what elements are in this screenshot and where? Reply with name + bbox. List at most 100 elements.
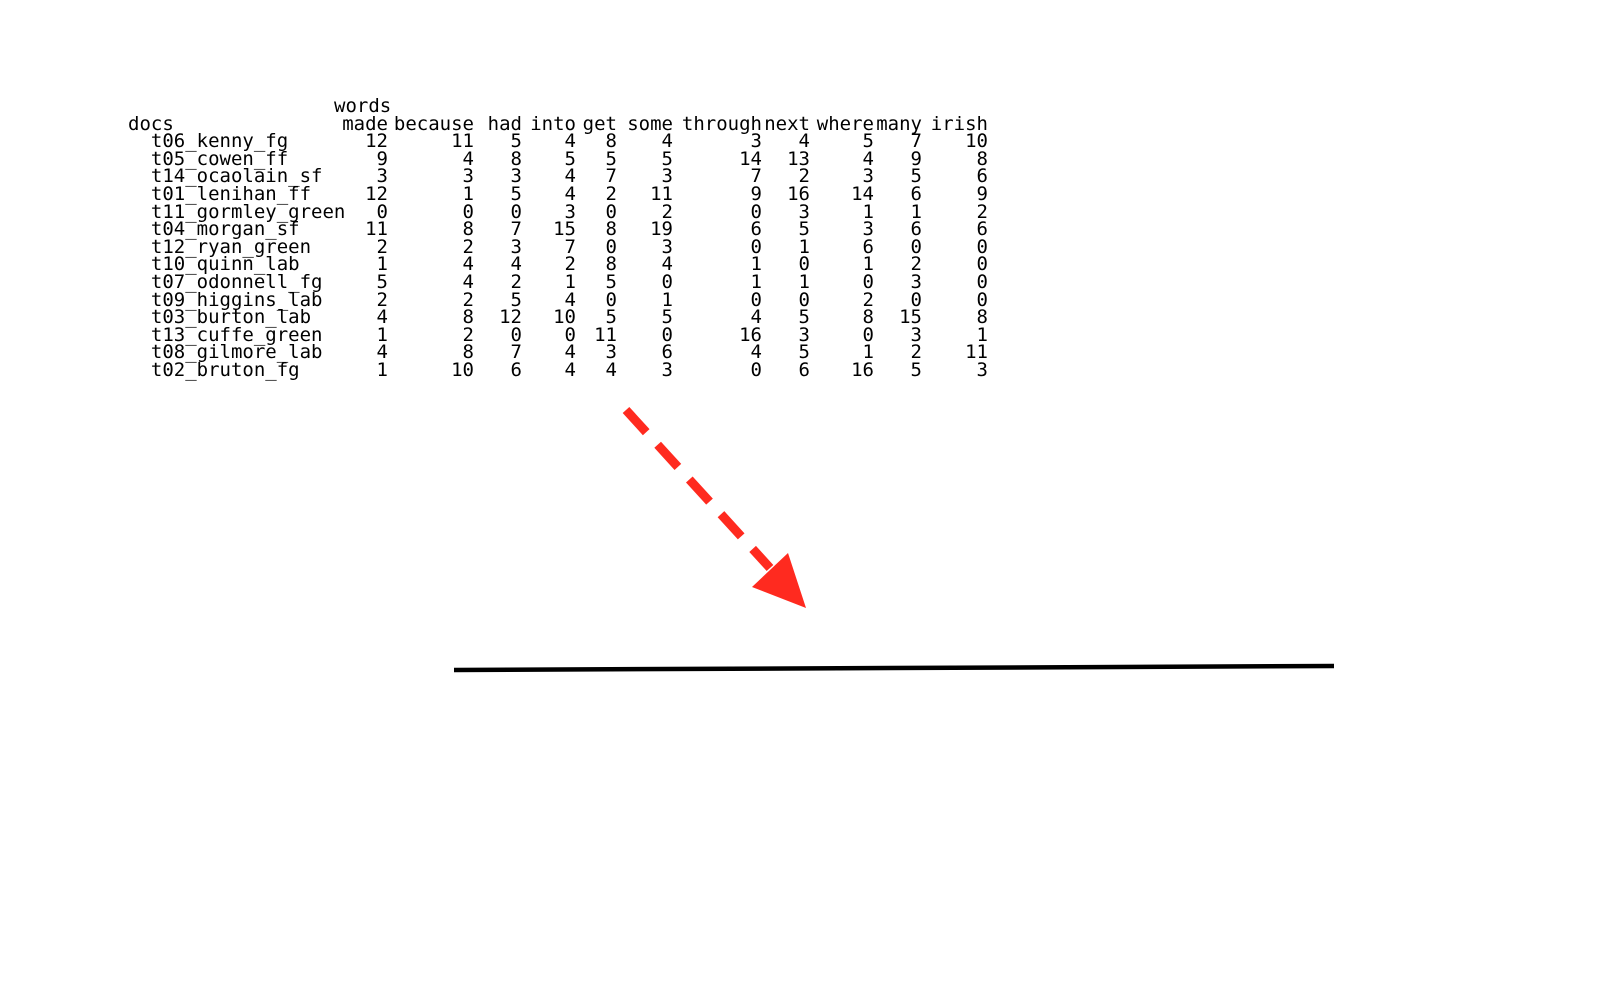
horizontal-baseline — [453, 663, 1335, 673]
count-cell: 4 — [661, 253, 673, 276]
count-cell: 8 — [605, 253, 617, 276]
count-cell: 0 — [976, 270, 988, 293]
count-cell: 0 — [976, 288, 988, 311]
count-cell: 0 — [750, 358, 762, 381]
count-cell: 0 — [661, 323, 673, 346]
count-cell: 9 — [910, 147, 922, 170]
count-cell: 6 — [798, 358, 810, 381]
table-row: t05_cowen_ff 9 4 8 5 5 5 14 13 4 9 8 — [128, 147, 988, 170]
count-cell: 4 — [376, 306, 388, 329]
count-cell: 10 — [451, 358, 474, 381]
count-cell: 8 — [462, 341, 474, 364]
count-cell: 0 — [798, 288, 810, 311]
count-cell: 3 — [976, 358, 988, 381]
count-cell: 2 — [564, 253, 576, 276]
count-cell: 4 — [750, 341, 762, 364]
count-cell: 3 — [910, 323, 922, 346]
count-cell: 1 — [376, 253, 388, 276]
count-cell: 8 — [462, 218, 474, 241]
count-cell: 8 — [605, 218, 617, 241]
table-row: t01_lenihan_ff 12 1 5 4 2 11 9 16 14 6 9 — [128, 185, 988, 204]
column-header: get — [582, 112, 617, 135]
count-cell: 4 — [462, 270, 474, 293]
count-cell: 3 — [376, 165, 388, 188]
count-cell: 4 — [376, 341, 388, 364]
count-cell: 2 — [462, 288, 474, 311]
count-cell: 1 — [750, 270, 762, 293]
count-cell: 2 — [376, 235, 388, 258]
count-cell: 4 — [510, 253, 522, 276]
count-cell: 5 — [510, 288, 522, 311]
count-cell: 0 — [510, 200, 522, 223]
count-cell: 0 — [564, 323, 576, 346]
count-cell: 0 — [798, 253, 810, 276]
count-cell: 3 — [661, 235, 673, 258]
count-cell: 5 — [376, 270, 388, 293]
document-term-matrix: words docs made because had into get some throug… — [128, 95, 988, 381]
count-cell: 0 — [605, 235, 617, 258]
doc-name: t12_ryan_green — [128, 235, 312, 258]
count-cell: 5 — [910, 358, 922, 381]
count-cell: 1 — [750, 253, 762, 276]
count-cell: 8 — [976, 147, 988, 170]
count-cell: 11 — [365, 218, 388, 241]
count-cell: 4 — [462, 147, 474, 170]
count-cell: 0 — [976, 235, 988, 258]
doc-name: t09_higgins_lab — [128, 288, 323, 311]
table-row: t14_ocaolain_sf 3 3 3 4 7 3 7 2 3 5 6 — [128, 165, 988, 188]
count-cell: 4 — [564, 165, 576, 188]
column-header-row: docs made because had into get some through next… — [128, 112, 988, 135]
count-cell: 6 — [862, 235, 874, 258]
count-cell: 1 — [661, 288, 673, 311]
count-cell: 3 — [605, 341, 617, 364]
column-header: where — [816, 112, 874, 135]
doc-name: t08_gilmore_lab — [128, 341, 323, 364]
count-cell: 4 — [564, 288, 576, 311]
count-cell: 3 — [661, 165, 673, 188]
count-cell: 8 — [462, 306, 474, 329]
table-row: t06_kenny_fg 12 11 5 4 8 4 3 4 5 7 10 — [128, 130, 988, 153]
count-cell: 2 — [376, 288, 388, 311]
count-cell: 2 — [862, 288, 874, 311]
count-cell: 5 — [661, 306, 673, 329]
doc-name: t02_bruton_fg — [128, 358, 300, 381]
words-label: words — [334, 95, 392, 117]
count-cell: 4 — [564, 358, 576, 381]
count-cell: 7 — [564, 235, 576, 258]
count-cell: 5 — [605, 306, 617, 329]
count-cell: 7 — [910, 130, 922, 153]
table-row: t13_cuffe_green 1 2 0 0 11 0 16 3 0 3 1 — [128, 323, 988, 346]
count-cell: 2 — [910, 341, 922, 364]
count-cell: 7 — [510, 341, 522, 364]
count-cell: 5 — [798, 341, 810, 364]
count-cell: 6 — [750, 218, 762, 241]
count-cell: 8 — [605, 130, 617, 153]
count-cell: 10 — [553, 306, 576, 329]
count-cell: 2 — [976, 200, 988, 223]
doc-name: t03_burton_lab — [128, 306, 312, 329]
count-cell: 4 — [564, 130, 576, 153]
column-header: through — [681, 112, 762, 135]
count-cell: 3 — [510, 235, 522, 258]
count-cell: 19 — [650, 218, 673, 241]
table-row: t07_odonnell_fg 5 4 2 1 5 0 1 1 0 3 0 — [128, 270, 988, 293]
count-cell: 4 — [462, 253, 474, 276]
words-header-row: words — [128, 95, 988, 117]
count-cell: 1 — [910, 200, 922, 223]
doc-name: t11_gormley_green — [128, 200, 346, 223]
column-header: had — [487, 112, 522, 135]
count-cell: 0 — [976, 253, 988, 276]
docs-label: docs — [128, 112, 174, 135]
count-cell: 0 — [376, 200, 388, 223]
count-cell: 4 — [605, 358, 617, 381]
count-cell: 5 — [862, 130, 874, 153]
count-cell: 6 — [976, 218, 988, 241]
count-cell: 15 — [553, 218, 576, 241]
count-cell: 0 — [910, 235, 922, 258]
count-cell: 0 — [462, 200, 474, 223]
table-row: t10_quinn_lab 1 4 4 2 8 4 1 0 1 2 0 — [128, 253, 988, 276]
count-cell: 7 — [750, 165, 762, 188]
count-cell: 9 — [376, 147, 388, 170]
doc-name: t10_quinn_lab — [128, 253, 300, 276]
count-cell: 0 — [910, 288, 922, 311]
